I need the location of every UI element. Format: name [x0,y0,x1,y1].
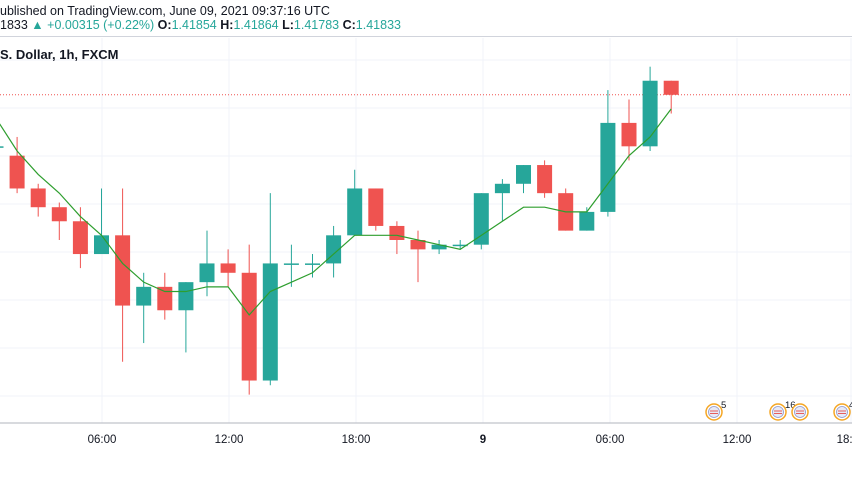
published-text: ublished on TradingView.com, June 09, 20… [0,4,330,18]
x-tick-label: 18:00 [837,434,852,446]
candle-body [51,207,67,222]
event-count: 5 [721,400,726,411]
low-label: L: [282,18,294,32]
x-tick-label: 9 [480,434,486,446]
close-label: C: [342,18,356,32]
candle-body [473,193,489,245]
candle-body [663,80,679,95]
candle-body [621,122,637,147]
event-count: 4 [849,400,852,411]
x-tick-label: 12:00 [723,434,752,446]
candle-body [579,211,595,231]
high-label: H: [220,18,234,32]
candle-body [157,286,173,311]
chart-grid [0,38,852,423]
candle-body [262,263,278,381]
candle-body [600,122,616,212]
candle-body [30,188,46,208]
events-layer: 5 16 4 [705,400,852,421]
time-axis: 06:00 12:00 18:00 9 06:00 12:00 18:00 [88,434,852,446]
moving-average-line [0,108,672,316]
event-flag-icon [833,403,851,421]
candle-body [0,146,4,148]
header-bar: ublished on TradingView.com, June 09, 20… [0,0,852,37]
open-label: O: [157,18,172,32]
change-arrow-icon: ▲ [31,18,44,32]
candle-body [199,263,215,283]
change-value: +0.00315 (+0.22%) [47,18,155,32]
candle-body [305,263,320,265]
candle-body [241,272,257,381]
candle-body [431,244,447,250]
header-line: ublished on TradingView.com, June 09, 20… [0,4,401,32]
candle-body [642,80,658,147]
candle-body [136,286,152,306]
candle-body [410,240,426,250]
event-flag-icon [705,403,723,421]
candle-body [516,165,531,184]
candle-body [452,244,468,247]
low-value: 1.41783 [293,18,340,32]
event-flag-icon [769,403,787,421]
candle-body [9,155,25,189]
candle-body [537,165,553,194]
candle-body [347,188,363,236]
event-count: 16 [785,400,796,411]
event-flag-icon [791,403,809,421]
x-tick-label: 06:00 [88,434,117,446]
candle-body [494,183,510,194]
x-tick-label: 12:00 [215,434,244,446]
candle-body [389,225,405,240]
candle-body [368,188,384,226]
candle-body [94,235,109,255]
candle-body [178,282,194,311]
candle-body [326,235,342,264]
candle-body [115,235,131,306]
x-tick-label: 06:00 [596,434,625,446]
close-value: 1.41833 [355,18,401,32]
last-price: 1833 [0,18,28,32]
candle-body [72,221,88,255]
open-value: 1.41854 [171,18,217,32]
chart-title: S. Dollar, 1h, FXCM [0,47,119,62]
high-value: 1.41864 [233,18,279,32]
candle-body [220,263,236,273]
x-tick-label: 18:00 [342,434,371,446]
candles-layer [0,66,679,395]
candle-body [283,263,299,265]
